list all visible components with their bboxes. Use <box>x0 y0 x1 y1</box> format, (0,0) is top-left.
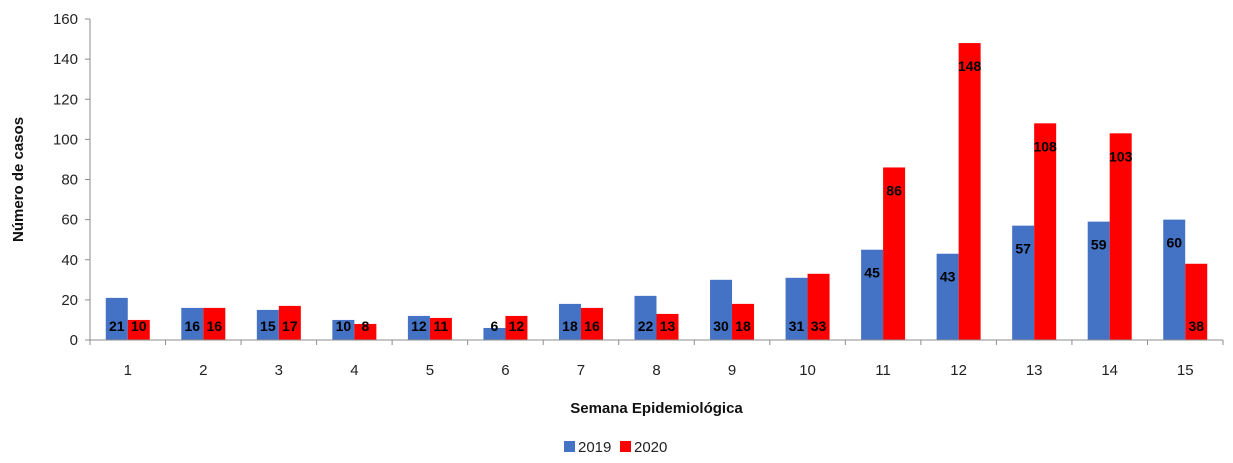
y-tick-label: 100 <box>53 131 78 148</box>
data-label-2020: 108 <box>1033 138 1057 154</box>
data-label-2019: 22 <box>638 318 654 334</box>
x-tick-label: 4 <box>350 362 358 379</box>
data-label-2020: 86 <box>886 182 902 198</box>
bar-2019 <box>105 297 128 340</box>
data-label-2019: 59 <box>1091 237 1107 253</box>
legend-label-2019: 2019 <box>578 439 611 456</box>
bar-2019 <box>1163 219 1186 340</box>
x-axis: 1 2 3 4 5 6 7 8 9 10 11 12 13 14 15 <box>89 339 1224 379</box>
legend: 2019 2020 <box>564 439 667 456</box>
y-tick-label: 0 <box>70 332 78 349</box>
legend-label-2020: 2020 <box>634 439 667 456</box>
bar-2020 <box>505 315 528 340</box>
data-label-2020: 8 <box>361 318 369 334</box>
x-axis-title: Semana Epidemiológica <box>570 400 743 417</box>
data-label-2019: 6 <box>491 318 499 334</box>
bar-2019 <box>407 315 430 340</box>
x-tick-label: 2 <box>199 362 207 379</box>
bar-2020 <box>732 303 755 340</box>
data-label-2019: 21 <box>109 318 125 334</box>
bar-2019 <box>558 303 581 340</box>
x-tick-label: 8 <box>652 362 660 379</box>
data-label-2020: 13 <box>660 318 676 334</box>
data-label-2020: 148 <box>958 58 982 74</box>
bar-2019 <box>1087 221 1110 340</box>
y-tick-label: 160 <box>53 11 78 28</box>
bar-2020 <box>807 273 830 340</box>
bar-2019 <box>256 309 279 340</box>
x-tick-label: 7 <box>577 362 585 379</box>
plot-area: 21 10 16 16 15 17 10 8 12 11 6 12 18 16 22 13 30 18 31 3345… <box>105 43 1208 340</box>
bar-2020 <box>656 313 679 340</box>
data-label-2019: 10 <box>336 318 352 334</box>
data-label-2019: 45 <box>864 265 880 281</box>
x-tick-label: 10 <box>799 362 816 379</box>
bar-2019 <box>1012 225 1035 340</box>
y-tick-label: 60 <box>61 212 78 229</box>
data-label-2020: 17 <box>282 318 298 334</box>
x-tick-label: 3 <box>275 362 283 379</box>
data-label-2019: 15 <box>260 318 276 334</box>
data-label-2019: 60 <box>1166 235 1182 251</box>
data-label-2020: 16 <box>207 318 223 334</box>
data-label-2020: 12 <box>509 318 525 334</box>
bar-2020 <box>354 323 377 340</box>
data-label-2020: 103 <box>1109 148 1133 164</box>
data-label-2020: 10 <box>131 318 147 334</box>
bar-2019 <box>861 249 884 340</box>
x-tick-label: 5 <box>426 362 434 379</box>
bar-2020 <box>429 317 452 340</box>
bar-2019 <box>332 319 355 340</box>
bar-2020 <box>1109 133 1132 340</box>
data-label-2020: 18 <box>735 318 751 334</box>
y-tick-label: 20 <box>61 292 78 309</box>
bar-2019 <box>936 253 959 340</box>
bar-2020 <box>958 43 981 340</box>
bar-2019 <box>483 327 506 340</box>
bar-2020 <box>580 307 603 340</box>
bar-2020 <box>1034 123 1057 340</box>
x-tick-label: 1 <box>124 362 132 379</box>
bar-2019 <box>181 307 204 340</box>
data-label-2020: 33 <box>811 318 827 334</box>
y-axis: 0 20 40 60 80 100 120 140 160 <box>53 11 91 349</box>
bar-2020 <box>1185 263 1208 340</box>
x-tick-label: 13 <box>1026 362 1043 379</box>
data-label-2020: 38 <box>1188 318 1204 334</box>
bar-2019 <box>785 277 808 340</box>
legend-swatch-2020 <box>620 441 631 452</box>
data-label-2019: 31 <box>789 318 805 334</box>
data-label-2019: 16 <box>185 318 201 334</box>
x-tick-label: 15 <box>1177 362 1194 379</box>
bar-2019 <box>634 295 657 340</box>
x-tick-label: 12 <box>950 362 967 379</box>
legend-swatch-2019 <box>564 441 575 452</box>
data-label-2020: 11 <box>433 318 448 334</box>
y-tick-label: 120 <box>53 91 78 108</box>
x-tick-label: 6 <box>501 362 509 379</box>
data-label-2020: 16 <box>584 318 600 334</box>
data-label-2019: 30 <box>713 318 729 334</box>
data-label-2019: 43 <box>940 269 956 285</box>
y-tick-label: 80 <box>61 172 78 189</box>
y-tick-label: 40 <box>61 252 78 269</box>
y-axis-title: Número de casos <box>10 117 27 242</box>
data-label-2019: 18 <box>562 318 578 334</box>
bar-2020 <box>883 167 906 340</box>
bar-2020 <box>278 305 301 340</box>
data-label-2019: 57 <box>1015 241 1031 257</box>
y-tick-label: 140 <box>53 51 78 68</box>
x-tick-label: 11 <box>875 362 891 379</box>
bar-2020 <box>203 307 226 340</box>
x-tick-label: 14 <box>1101 362 1118 379</box>
bar-2020 <box>127 319 150 340</box>
x-tick-label: 9 <box>728 362 736 379</box>
bar-2019 <box>710 279 733 340</box>
data-label-2019: 12 <box>411 318 427 334</box>
